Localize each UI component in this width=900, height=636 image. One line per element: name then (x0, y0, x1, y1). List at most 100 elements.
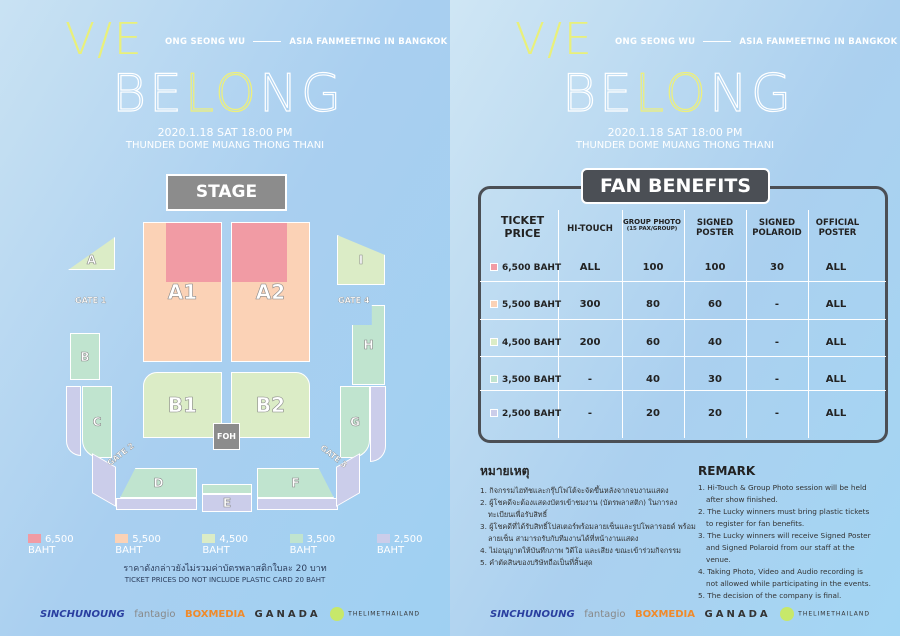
section-label: B (80, 349, 90, 364)
sponsor-logos: SINCHUNOUNG fantagio BOXMEDIA GANADA THE… (490, 607, 870, 621)
legend-item: 6,500 BAHT (28, 534, 101, 556)
thelimethailand-logo: THELIMETHAILAND (330, 607, 420, 621)
benefit-cell: 200 (579, 337, 601, 348)
benefit-cell: ALL (579, 262, 601, 273)
section-g-outer (370, 386, 386, 462)
section-c[interactable]: C (82, 386, 112, 458)
event-venue: THUNDER DOME MUANG THONG THANI (125, 140, 325, 151)
benefit-cell: ALL (825, 262, 847, 273)
row-divider (480, 356, 886, 357)
benefit-cell: 20 (646, 408, 660, 419)
header-ticket-price: TICKET PRICE (500, 214, 545, 241)
ve-logo: V/E (515, 14, 594, 65)
legend-swatch (115, 534, 129, 543)
sponsor-logos: SINCHUNOUNG fantagio BOXMEDIA GANADA THE… (40, 607, 420, 621)
price-swatch (490, 300, 498, 308)
section-i[interactable]: I (337, 235, 385, 285)
benefit-cell: ALL (825, 337, 847, 348)
ve-logo: V/E (65, 14, 144, 65)
event-date: 2020.1.18 SAT 18:00 PM (157, 126, 293, 139)
legend-item: 4,500 BAHT (202, 534, 275, 556)
remark-item: 4. ไม่อนุญาตให้บันทึกภาพ วิดีโอ และเสียง… (480, 546, 681, 555)
price-label: 6,500 BAHT (502, 263, 562, 273)
legend-label: 5,500 BAHT (115, 534, 161, 556)
lime-icon (780, 607, 795, 621)
section-b2[interactable]: B2 (231, 372, 310, 438)
lime-icon (330, 607, 345, 621)
benefit-cell: 300 (579, 299, 601, 310)
english-remarks-title: REMARK (698, 464, 756, 478)
section-g[interactable]: G (340, 386, 370, 458)
section-f-back (257, 498, 338, 510)
header-hi-touch: HI-TOUCH (567, 224, 613, 234)
column-divider (808, 210, 809, 438)
benefit-cell: 60 (646, 337, 660, 348)
logo-text: THELIMETHAILAND (348, 610, 420, 618)
ticket-price: 3,500 BAHT (490, 375, 561, 385)
benefit-cell: 80 (646, 299, 660, 310)
header-text: GROUP PHOTO (622, 218, 681, 226)
remark-item: 2. ผู้โชคดีจะต้องแสดงบัตรเข้าชมงาน (บัตร… (480, 498, 678, 519)
legend-label: 4,500 BAHT (202, 534, 249, 556)
section-label: A1 (167, 280, 198, 305)
header-signed-polaroid: SIGNED POLAROID (752, 218, 802, 239)
legend-swatch (289, 534, 303, 543)
remark-item: 3. The Lucky winners will receive Signed… (698, 531, 871, 564)
ticket-price: 5,500 BAHT (490, 300, 561, 310)
section-e-front (202, 484, 252, 494)
boxmedia-logo: BOXMEDIA (635, 608, 696, 620)
benefit-cell: 40 (646, 374, 660, 385)
section-f[interactable]: F (257, 468, 334, 498)
event-name: ASIA FANMEETING IN BANGKOK (289, 37, 448, 47)
section-label: B1 (167, 393, 198, 418)
fan-benefits-title: FAN BENEFITS (581, 168, 770, 204)
benefit-cell: - (774, 408, 780, 419)
row-divider (480, 319, 886, 320)
benefit-cell: - (774, 374, 780, 385)
thai-remarks-title: หมายเหตุ (480, 464, 530, 478)
title-part: BE (561, 63, 635, 124)
price-legend: 6,500 BAHT 5,500 BAHT 4,500 BAHT 3,500 B… (28, 534, 450, 556)
column-divider (746, 210, 747, 438)
remark-item: 1. กิจกรรมไฮทัชและกรุ๊ปโฟโต้จะจัดขึ้นหลั… (480, 486, 669, 495)
section-b[interactable]: B (70, 333, 100, 380)
benefit-cell: ALL (825, 374, 847, 385)
row-divider (480, 281, 886, 282)
price-label: 5,500 BAHT (502, 300, 562, 310)
price-swatch (490, 338, 498, 346)
title-part: NG (708, 63, 795, 124)
section-e[interactable]: E (202, 494, 252, 512)
logo-text: THELIMETHAILAND (798, 610, 870, 618)
ganada-logo: GANADA (704, 608, 771, 620)
belong-title: BELONG (111, 63, 344, 124)
legend-label: 6,500 BAHT (28, 534, 74, 556)
benefit-cell: 30 (708, 374, 722, 385)
section-a[interactable]: A (68, 237, 115, 270)
section-h[interactable]: H (352, 305, 385, 385)
artist-name: ONG SEONG WU (615, 37, 696, 47)
price-note-english: TICKET PRICES DO NOT INCLUDE PLASTIC CAR… (124, 576, 326, 584)
header-group-photo: GROUP PHOTO (15 PAX/GROUP) (620, 218, 684, 233)
legend-label: 2,500 BAHT (376, 534, 423, 556)
section-b1[interactable]: B1 (143, 372, 222, 438)
section-c-outer (66, 386, 81, 456)
section-label: B2 (255, 393, 286, 418)
legend-item: 5,500 BAHT (115, 534, 188, 556)
sinchunoung-logo: SINCHUNOUNG (40, 608, 125, 620)
legend-item: 3,500 BAHT (289, 534, 363, 556)
benefit-cell: - (587, 408, 593, 419)
benefit-cell: - (774, 299, 780, 310)
gate-1: GATE 1 (75, 296, 107, 305)
legend-swatch (28, 534, 41, 543)
foh-booth: FOH (213, 423, 240, 450)
section-label: I (358, 253, 364, 268)
remark-item: 5. The decision of the company is final. (698, 591, 842, 600)
ticket-price: 6,500 BAHT (490, 263, 561, 273)
thelimethailand-logo: THELIMETHAILAND (780, 607, 870, 621)
column-divider (558, 210, 559, 438)
section-label: F (291, 476, 300, 491)
legend-swatch (376, 534, 390, 543)
legend-swatch (202, 534, 216, 543)
section-d[interactable]: D (120, 468, 197, 498)
benefit-cell: 100 (704, 262, 726, 273)
